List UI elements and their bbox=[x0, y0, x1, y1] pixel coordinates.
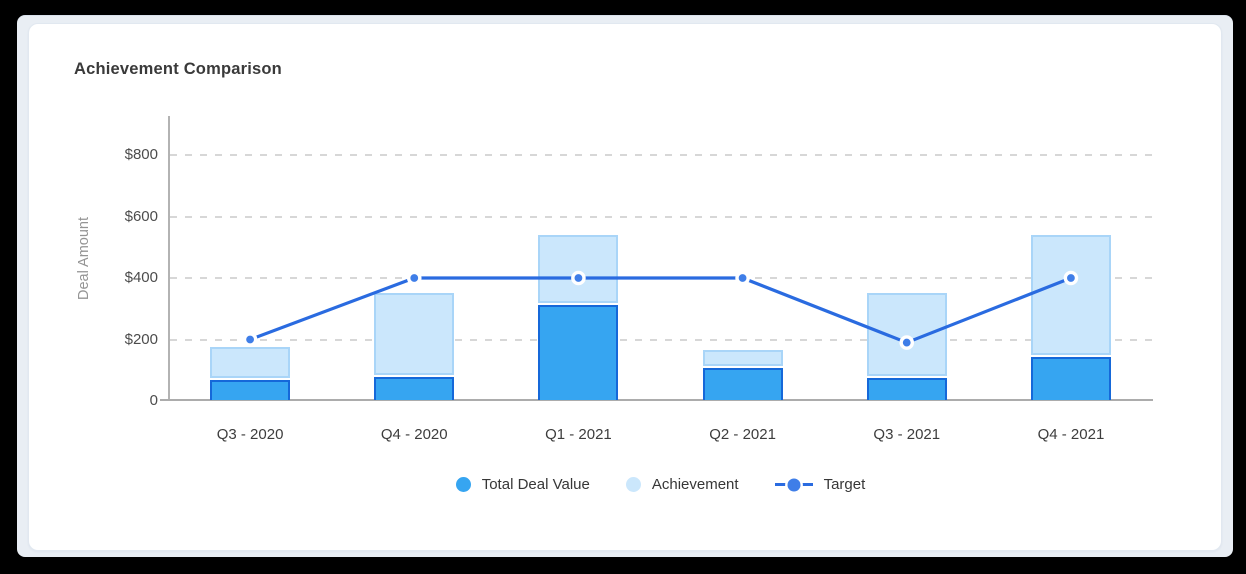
y-tick-label: $800 bbox=[124, 146, 158, 163]
achievement-bar-q2-2021[interactable] bbox=[702, 350, 783, 366]
target-line bbox=[249, 276, 1072, 345]
x-tick-label: Q2 - 2021 bbox=[709, 426, 776, 443]
gridline-600 bbox=[170, 215, 1153, 218]
achievement-swatch-icon bbox=[625, 477, 641, 492]
y-tick-label: $600 bbox=[124, 207, 158, 225]
plot-area bbox=[160, 116, 1153, 401]
y-tick-label: $400 bbox=[124, 269, 158, 286]
gridline-200 bbox=[170, 338, 1153, 341]
chart-card: Achievement Comparison Deal Amount $800 … bbox=[28, 23, 1222, 551]
achievement-bar-q3-2020[interactable] bbox=[210, 347, 291, 379]
y-axis-line bbox=[168, 116, 170, 401]
y-axis-tick-labels: $800 $600 $400 $200 0 bbox=[71, 116, 158, 409]
x-tick-label: Q3 - 2020 bbox=[216, 426, 284, 443]
target-line-layer bbox=[242, 270, 1079, 350]
legend-label: Achievement bbox=[651, 476, 739, 493]
target-marker-icon bbox=[785, 476, 803, 493]
legend-item-total-deal-value[interactable]: Total Deal Value bbox=[455, 476, 590, 493]
target-point-q1-2021[interactable] bbox=[571, 270, 586, 286]
legend-label: Total Deal Value bbox=[481, 476, 590, 493]
target-point-q4-2020[interactable] bbox=[406, 270, 422, 286]
legend-item-target[interactable]: Target bbox=[774, 476, 866, 493]
achievement-bar-q1-2021[interactable] bbox=[538, 234, 619, 303]
x-tick-label: Q4 - 2020 bbox=[380, 426, 448, 443]
x-axis-tick-labels: Q3 - 2020 Q4 - 2020 Q1 - 2021 Q2 - 2021 … bbox=[168, 426, 1153, 443]
total-deal-value-bar-q4-2021[interactable] bbox=[1030, 356, 1111, 400]
target-line-icon bbox=[774, 476, 813, 493]
total-deal-value-bar-q3-2020[interactable] bbox=[210, 380, 291, 400]
y-tick-label: $200 bbox=[124, 330, 158, 348]
achievement-bar-q3-2021[interactable] bbox=[866, 293, 947, 377]
total-deal-value-bar-q4-2020[interactable] bbox=[374, 376, 455, 400]
chart-legend: Total Deal Value Achievement Target bbox=[168, 476, 1153, 493]
legend-item-achievement[interactable]: Achievement bbox=[625, 476, 739, 493]
target-point-q3-2021[interactable] bbox=[899, 335, 915, 350]
x-tick-label: Q1 - 2021 bbox=[545, 426, 612, 443]
gridline-800 bbox=[170, 154, 1153, 156]
total-deal-value-bar-q1-2021[interactable] bbox=[538, 304, 619, 400]
total-deal-value-bar-q2-2021[interactable] bbox=[702, 367, 783, 400]
target-point-q4-2021[interactable] bbox=[1063, 270, 1079, 286]
x-tick-label: Q4 - 2021 bbox=[1037, 426, 1105, 443]
chart-title: Achievement Comparison bbox=[74, 60, 282, 78]
achievement-bar-q4-2020[interactable] bbox=[374, 293, 455, 375]
x-axis-line bbox=[160, 399, 1153, 401]
x-tick-label: Q3 - 2021 bbox=[873, 426, 941, 443]
y-tick-label: 0 bbox=[149, 392, 158, 409]
total-deal-value-bar-q3-2021[interactable] bbox=[866, 378, 947, 400]
target-point-q3-2020[interactable] bbox=[242, 332, 258, 347]
app-background: Achievement Comparison Deal Amount $800 … bbox=[17, 15, 1233, 557]
total-deal-value-swatch-icon bbox=[455, 477, 471, 492]
target-point-q2-2021[interactable] bbox=[735, 270, 750, 286]
legend-label: Target bbox=[823, 476, 866, 493]
